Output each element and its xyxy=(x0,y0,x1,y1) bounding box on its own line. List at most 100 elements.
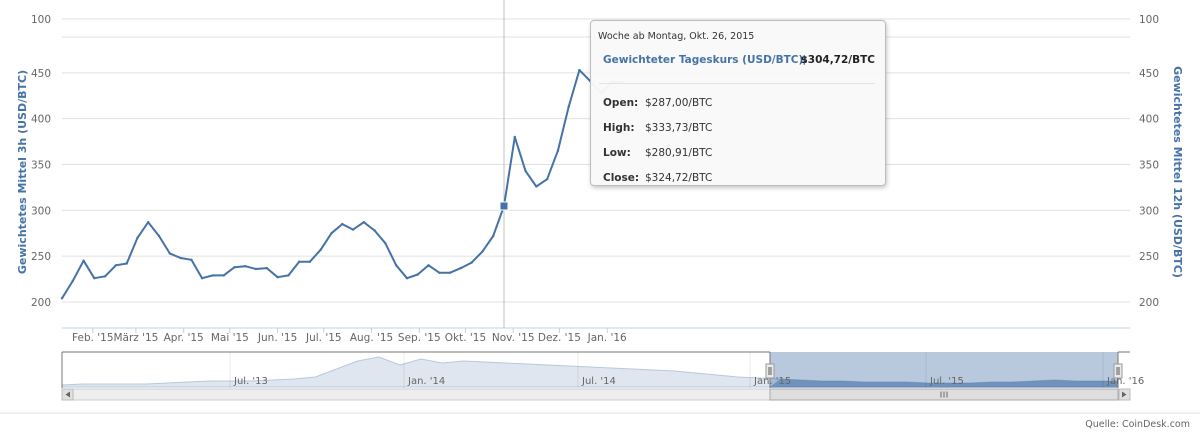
series-point[interactable] xyxy=(157,234,161,238)
tooltip-series-label: Gewichteter Tageskurs (USD/BTC): xyxy=(603,54,808,66)
series-points xyxy=(60,68,624,300)
navigator-label: Jul. '14 xyxy=(581,376,616,387)
tooltip: Woche ab Montag, Okt. 26, 2015 Gewichtet… xyxy=(590,20,886,186)
tooltip-low-label: Low: xyxy=(603,147,631,159)
x-tick-label: Jan. '16 xyxy=(587,332,627,344)
left-tick-label: 400 xyxy=(31,114,51,126)
tooltip-open-value: $287,00/BTC xyxy=(645,97,713,109)
series-point[interactable] xyxy=(373,229,376,232)
scrollbar[interactable] xyxy=(61,388,1131,401)
navigator-label: Jul. '15 xyxy=(929,376,964,387)
right-tick-label: 450 xyxy=(1139,68,1159,80)
navigator-label: Jan. '15 xyxy=(753,376,791,387)
left-tick-label: 350 xyxy=(31,159,51,171)
navigator-handle-right[interactable] xyxy=(1113,363,1123,379)
x-tick-label: März '15 xyxy=(113,332,158,344)
x-tick-label: Apr. '15 xyxy=(164,332,204,344)
series-point[interactable] xyxy=(265,266,268,270)
series-point[interactable] xyxy=(276,276,279,279)
series-point[interactable] xyxy=(114,264,118,267)
series-point[interactable] xyxy=(481,250,484,253)
series-point[interactable] xyxy=(200,277,204,280)
x-tick-label: Sep. '15 xyxy=(398,332,441,344)
series-point[interactable] xyxy=(103,275,107,278)
series-point[interactable] xyxy=(244,265,247,268)
series-point[interactable] xyxy=(60,297,64,300)
navigator-labels: Jul. '13 Jan. '14 Jul. '14 Jan. '15 Jul. '15… xyxy=(229,352,1144,388)
navigator-handle-left[interactable] xyxy=(765,363,775,379)
grip-icon xyxy=(940,391,948,398)
series-point[interactable] xyxy=(190,258,193,261)
series-point[interactable] xyxy=(136,236,139,239)
series-point[interactable] xyxy=(362,221,365,224)
series-point[interactable] xyxy=(254,267,258,271)
series-point[interactable] xyxy=(308,260,312,263)
right-axis-title: Gewichtetes Mittel 12h (USD/BTC) xyxy=(1171,66,1184,278)
x-tick-label: Aug. '15 xyxy=(350,332,393,344)
tooltip-series-row: Gewichteter Tageskurs (USD/BTC): $304,72… xyxy=(603,54,875,66)
series-point[interactable] xyxy=(438,271,441,274)
right-tick-label: 300 xyxy=(1139,205,1159,217)
series-point[interactable] xyxy=(524,169,527,173)
navigator[interactable]: Jul. '13 Jan. '14 Jul. '14 Jan. '15 Jul. '15… xyxy=(61,351,1144,388)
series-point[interactable] xyxy=(395,264,398,267)
series-point[interactable] xyxy=(93,277,96,280)
left-tick-label: 200 xyxy=(31,297,51,309)
x-tick-label: Jun. '15 xyxy=(257,332,297,344)
series-point[interactable] xyxy=(578,68,581,72)
x-tick-label: Dez. '15 xyxy=(538,332,581,344)
series-point[interactable] xyxy=(319,248,322,251)
series-point[interactable] xyxy=(147,221,150,224)
tooltip-high-value: $333,73/BTC xyxy=(645,122,713,134)
series-point[interactable] xyxy=(125,262,128,265)
tooltip-row-open: Open: $287,00/BTC xyxy=(603,97,712,109)
right-tick-label: 400 xyxy=(1139,114,1159,126)
series-point[interactable] xyxy=(545,178,549,181)
left-tick-label: 250 xyxy=(31,251,51,263)
source-credit: Quelle: CoinDesk.com xyxy=(1085,419,1190,430)
series-point[interactable] xyxy=(535,185,538,188)
x-tick-label: Jul. '15 xyxy=(305,332,342,344)
series-point[interactable] xyxy=(492,234,495,238)
tooltip-open-label: Open: xyxy=(603,97,639,109)
series-point[interactable] xyxy=(211,274,215,277)
navigator-selected-area xyxy=(770,379,1118,387)
series-point[interactable] xyxy=(341,222,344,226)
series-point[interactable] xyxy=(384,242,387,245)
series-point[interactable] xyxy=(82,259,85,262)
tooltip-row-high: High: $333,73/BTC xyxy=(603,122,712,134)
series-point[interactable] xyxy=(233,266,236,269)
series-point[interactable] xyxy=(448,271,452,274)
tooltip-header: Woche ab Montag, Okt. 26, 2015 xyxy=(598,31,755,42)
series-point[interactable] xyxy=(459,266,463,270)
series-point[interactable] xyxy=(470,261,473,264)
chevron-left-icon xyxy=(65,391,70,398)
hover-point-marker[interactable] xyxy=(499,201,509,211)
series-point[interactable] xyxy=(405,277,409,280)
series-point[interactable] xyxy=(416,273,419,276)
series-line-weighted-average xyxy=(61,69,623,299)
series-point[interactable] xyxy=(427,264,430,267)
navigator-label: Jan. '14 xyxy=(407,376,445,387)
series-point[interactable] xyxy=(351,228,355,231)
series-point[interactable] xyxy=(222,274,225,277)
series-point[interactable] xyxy=(287,274,290,277)
tooltip-row-close: Close: $324,72/BTC xyxy=(603,172,712,184)
x-tick-label: Feb. '15 xyxy=(72,332,114,344)
x-tick-label: Mai '15 xyxy=(211,332,249,344)
series-point[interactable] xyxy=(513,135,516,139)
tooltip-series-value: $304,72/BTC xyxy=(800,54,875,66)
left-tick-label: 300 xyxy=(31,205,51,217)
series-point[interactable] xyxy=(298,260,301,263)
series-point[interactable] xyxy=(330,232,333,235)
left-axis-ticks: 100 200 250 300 350 400 450 xyxy=(31,14,51,309)
series-point[interactable] xyxy=(567,105,570,108)
series-point[interactable] xyxy=(71,279,75,283)
x-tick-label: Nov. '15 xyxy=(492,332,535,344)
series-point[interactable] xyxy=(168,252,171,255)
tooltip-close-label: Close: xyxy=(603,172,640,184)
left-axis-title: Gewichtetes Mittel 3h (USD/BTC) xyxy=(16,70,29,274)
series-point[interactable] xyxy=(179,256,182,260)
series-point[interactable] xyxy=(556,149,560,152)
